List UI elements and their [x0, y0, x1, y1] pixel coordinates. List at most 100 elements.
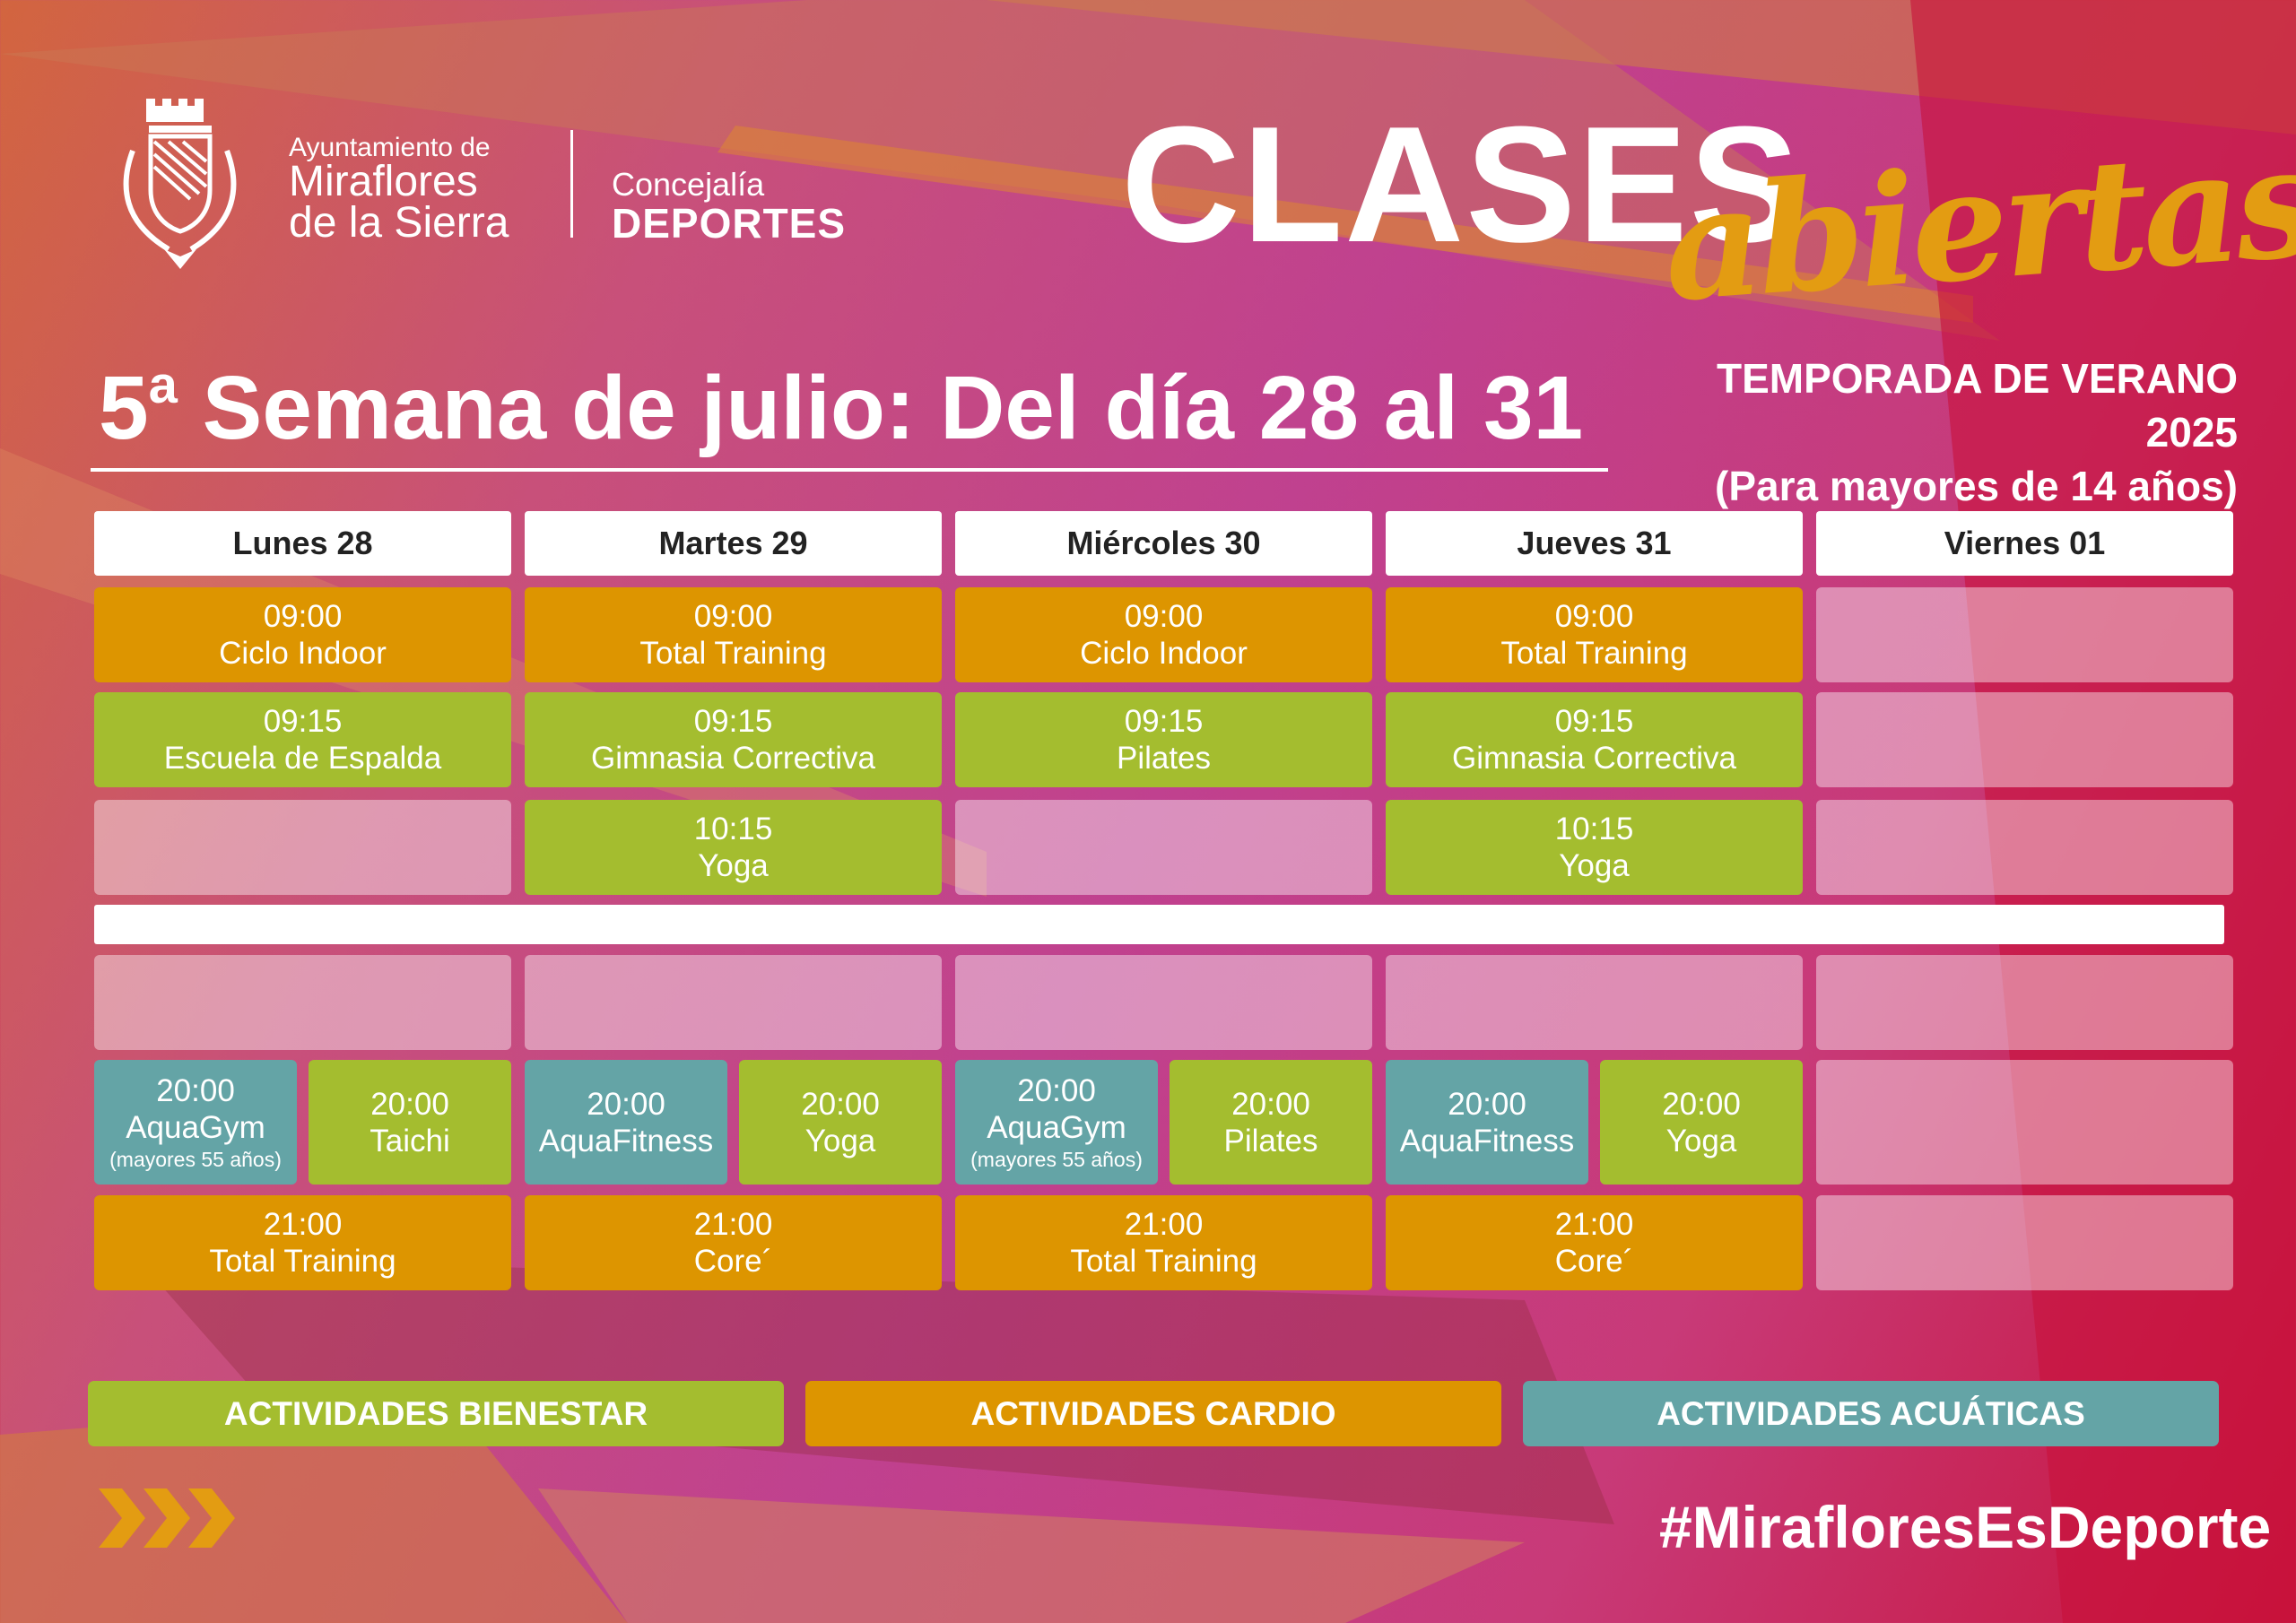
day-column [955, 800, 1372, 895]
class-slot[interactable]: 21:00 Total Training [94, 1195, 511, 1290]
class-slot[interactable]: 10:15 Yoga [1386, 800, 1803, 895]
day-column [1816, 800, 2233, 895]
day-column [1816, 1195, 2233, 1290]
class-slot[interactable]: 20:00 AquaFitness [525, 1060, 727, 1185]
class-slot[interactable]: 21:00 Total Training [955, 1195, 1372, 1290]
class-slot[interactable]: 09:15 Pilates [955, 692, 1372, 787]
class-slot[interactable]: 09:15 Gimnasia Correctiva [525, 692, 942, 787]
day-column: 21:00 Total Training [94, 1195, 511, 1290]
class-slot[interactable]: 21:00 Core´ [1386, 1195, 1803, 1290]
schedule-row: 09:00 Ciclo Indoor 09:00 Total Training 09:0… [94, 587, 2233, 682]
class-slot[interactable]: 20:00 Pilates [1170, 1060, 1372, 1185]
title-main: CLASES [1121, 91, 1802, 276]
class-slot[interactable]: 20:00 Taichi [309, 1060, 511, 1185]
org-name-line2: Miraflores [289, 158, 478, 205]
class-time: 09:00 [1554, 599, 1634, 634]
class-slot[interactable]: 21:00 Core´ [525, 1195, 942, 1290]
class-slot[interactable]: 09:00 Total Training [1386, 587, 1803, 682]
class-slot[interactable]: 20:00 AquaFitness [1386, 1060, 1588, 1185]
class-name: Gimnasia Correctiva [1451, 741, 1737, 776]
class-slot[interactable]: 20:00 Yoga [1600, 1060, 1803, 1185]
legend-item: ACTIVIDADES BIENESTAR [88, 1381, 784, 1446]
class-name: Yoga [698, 848, 769, 883]
class-slot[interactable]: 09:00 Ciclo Indoor [955, 587, 1372, 682]
class-note: (mayores 55 años) [109, 1147, 282, 1171]
day-column [94, 955, 511, 1050]
class-slot[interactable]: 09:15 Escuela de Espalda [94, 692, 511, 787]
schedule-row: 21:00 Total Training 21:00 Core´ 21:00 Total … [94, 1195, 2233, 1290]
class-time: 09:15 [1124, 704, 1204, 739]
dept-line2: DEPORTES [612, 200, 847, 247]
class-time: 09:15 [693, 704, 773, 739]
class-time: 20:00 [1017, 1072, 1096, 1108]
class-time: 09:15 [1554, 704, 1634, 739]
day-column [94, 800, 511, 895]
class-time: 21:00 [1554, 1207, 1634, 1242]
class-name: Yoga [804, 1123, 876, 1159]
day-column: 20:00 AquaGym (mayores 55 años) 20:00 Pilate… [955, 1060, 1372, 1185]
day-column: 09:15 Escuela de Espalda [94, 692, 511, 787]
triple-chevron-right-icon [99, 1488, 235, 1548]
class-name: AquaGym [126, 1109, 265, 1145]
dept-line1: Concejalía [612, 166, 765, 203]
class-name: Escuela de Espalda [163, 741, 442, 776]
class-name: AquaGym [987, 1109, 1126, 1145]
class-slot[interactable]: 09:15 Gimnasia Correctiva [1386, 692, 1803, 787]
class-name: Taichi [370, 1123, 450, 1159]
week-text: Semana de julio: Del día 28 al 31 [177, 358, 1584, 458]
empty-slot [1386, 955, 1803, 1050]
class-time: 20:00 [801, 1086, 880, 1122]
day-column [1816, 692, 2233, 787]
class-name: Total Training [209, 1244, 396, 1279]
org-name-line1: Ayuntamiento de [289, 133, 491, 162]
day-header-row: Lunes 28 Martes 29 Miércoles 30 Jueves 31 Vi… [94, 511, 2233, 576]
day-column: 10:15 Yoga [1386, 800, 1803, 895]
empty-slot [1816, 800, 2233, 895]
day-column: 09:15 Pilates [955, 692, 1372, 787]
class-name: Yoga [1559, 848, 1630, 883]
day-column [1386, 955, 1803, 1050]
class-slot[interactable]: 20:00 Yoga [739, 1060, 942, 1185]
class-name: AquaFitness [1399, 1123, 1575, 1159]
day-column: 20:00 AquaFitness 20:00 Yoga [525, 1060, 942, 1185]
class-slot[interactable]: 09:00 Ciclo Indoor [94, 587, 511, 682]
class-slot[interactable]: 20:00 AquaGym (mayores 55 años) [955, 1060, 1158, 1185]
org-name-line3: de la Sierra [289, 199, 509, 247]
schedule-row: 10:15 Yoga 10:15 Yoga [94, 800, 2233, 895]
day-header: Jueves 31 [1386, 511, 1803, 576]
class-time: 10:15 [1554, 812, 1634, 846]
class-time: 09:15 [263, 704, 343, 739]
class-name: Core´ [1554, 1244, 1634, 1279]
day-column: 21:00 Core´ [1386, 1195, 1803, 1290]
day-column [1816, 955, 2233, 1050]
empty-slot [1816, 587, 2233, 682]
empty-slot [1816, 1195, 2233, 1290]
day-column [1816, 1060, 2233, 1185]
class-name: Total Training [1500, 636, 1688, 671]
legend-item: ACTIVIDADES CARDIO [805, 1381, 1501, 1446]
class-time: 21:00 [1124, 1207, 1204, 1242]
day-column: 09:15 Gimnasia Correctiva [525, 692, 942, 787]
class-name: AquaFitness [538, 1123, 714, 1159]
day-column [525, 955, 942, 1050]
age-label: (Para mayores de 14 años) [1715, 463, 2238, 509]
coat-of-arms-logo [123, 99, 237, 269]
class-time: 20:00 [587, 1086, 665, 1122]
day-column: 20:00 AquaFitness 20:00 Yoga [1386, 1060, 1803, 1185]
day-column [1816, 587, 2233, 682]
day-column: 09:00 Total Training [1386, 587, 1803, 682]
section-divider [94, 905, 2224, 944]
class-slot[interactable]: 10:15 Yoga [525, 800, 942, 895]
class-slot[interactable]: 20:00 AquaGym (mayores 55 años) [94, 1060, 297, 1185]
day-column [955, 955, 1372, 1050]
heading-underline [91, 468, 1608, 472]
week-heading: 5a Semana de julio: Del día 28 al 31 [99, 354, 1583, 462]
class-name: Total Training [639, 636, 827, 671]
day-header: Miércoles 30 [955, 511, 1372, 576]
day-column: 10:15 Yoga [525, 800, 942, 895]
day-column: 09:00 Ciclo Indoor [955, 587, 1372, 682]
class-name: Core´ [693, 1244, 773, 1279]
class-time: 09:00 [1124, 599, 1204, 634]
class-name: Gimnasia Correctiva [590, 741, 876, 776]
class-slot[interactable]: 09:00 Total Training [525, 587, 942, 682]
